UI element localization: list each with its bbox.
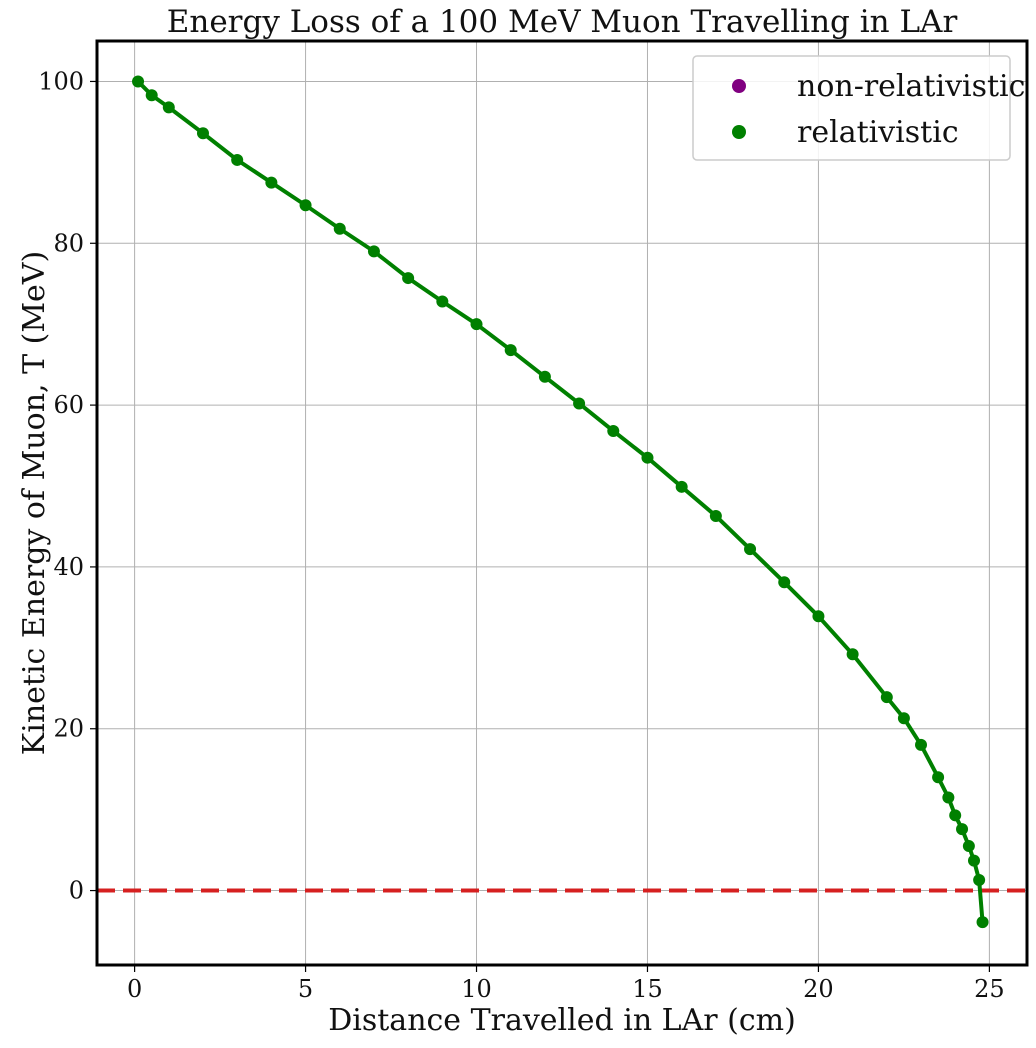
data-point <box>915 738 928 751</box>
data-point <box>709 509 722 522</box>
y-tick-label: 0 <box>69 877 84 905</box>
data-point <box>968 854 981 867</box>
data-point <box>470 318 483 331</box>
data-point <box>973 874 986 887</box>
data-point <box>675 480 688 493</box>
x-tick-label: 15 <box>632 975 663 1003</box>
x-tick-label: 10 <box>461 975 492 1003</box>
data-point <box>538 370 551 383</box>
chart-title: Energy Loss of a 100 MeV Muon Travelling… <box>167 4 958 40</box>
x-tick-label: 5 <box>298 975 313 1003</box>
x-tick-label: 25 <box>974 975 1005 1003</box>
data-point <box>641 451 654 464</box>
y-tick-label: 80 <box>53 229 84 257</box>
data-point <box>942 791 955 804</box>
y-tick-label: 40 <box>53 553 84 581</box>
x-axis-title: Distance Travelled in LAr (cm) <box>328 1003 796 1038</box>
legend-box <box>692 55 1011 161</box>
data-point <box>812 610 825 623</box>
legend-marker-non-relativistic <box>732 79 746 93</box>
data-point <box>573 397 586 410</box>
data-point <box>976 916 989 929</box>
series-line-relativistic <box>136 80 985 923</box>
y-axis-title: Kinetic Energy of Muon, T (MeV) <box>17 251 52 755</box>
data-point <box>880 691 893 704</box>
data-point <box>956 823 969 836</box>
data-point <box>402 272 415 285</box>
legend: non-relativistic relativistic <box>692 55 1025 161</box>
data-point <box>962 840 975 853</box>
data-point <box>132 75 145 88</box>
data-point <box>897 712 910 725</box>
gridlines <box>97 41 1027 965</box>
data-point <box>333 222 346 235</box>
y-tick-label: 60 <box>53 391 84 419</box>
series-layer <box>132 75 989 929</box>
data-point <box>744 543 757 556</box>
legend-label-relativistic: relativistic <box>797 115 959 150</box>
data-point <box>231 153 244 166</box>
data-point <box>949 809 962 822</box>
data-point <box>145 89 158 102</box>
data-point <box>778 576 791 589</box>
data-point <box>932 771 945 784</box>
legend-label-non-relativistic: non-relativistic <box>797 69 1025 104</box>
data-point <box>265 176 278 189</box>
data-point <box>162 101 175 114</box>
data-point <box>846 648 859 661</box>
x-tick-label: 20 <box>803 975 834 1003</box>
data-point <box>436 295 449 308</box>
data-point <box>607 424 620 437</box>
y-tick-label: 20 <box>53 715 84 743</box>
legend-marker-relativistic <box>732 125 746 139</box>
data-point <box>299 199 312 212</box>
data-point <box>367 245 380 258</box>
ticks: 0 5 10 15 20 25 0 20 40 60 80 100 <box>38 67 1004 1003</box>
y-tick-label: 100 <box>38 67 84 95</box>
data-point <box>196 127 209 140</box>
x-tick-label: 0 <box>127 975 142 1003</box>
plot-frame <box>95 39 1029 967</box>
data-point <box>504 344 517 357</box>
